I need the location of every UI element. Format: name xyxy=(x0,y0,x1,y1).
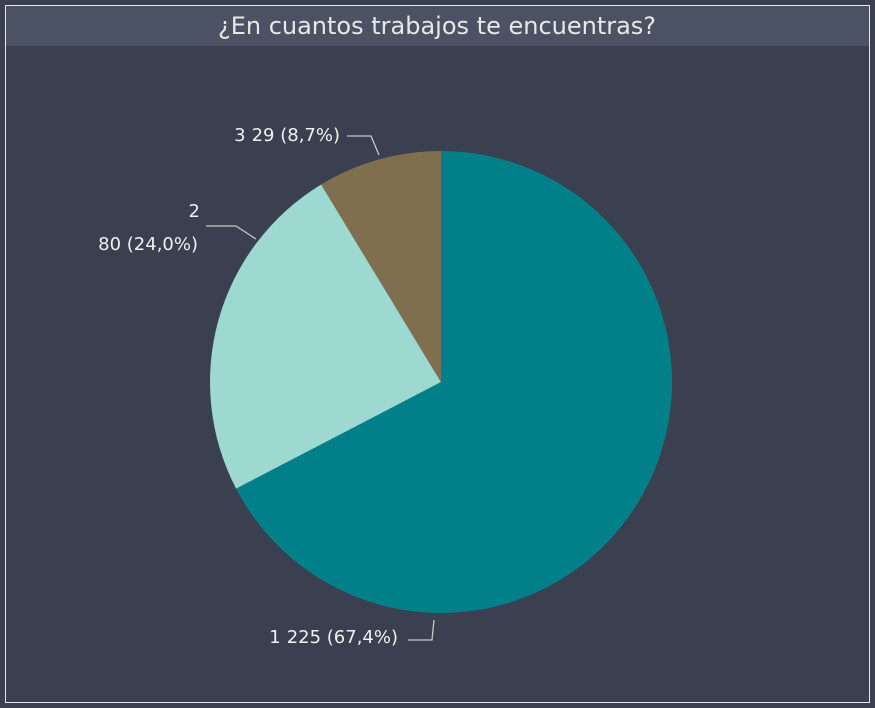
data-label: 1 225 (67,4%) xyxy=(269,627,398,648)
category-label: 2 xyxy=(189,201,200,222)
category-label: 1 xyxy=(269,627,280,648)
chart-title: ¿En cuantos trabajos te encuentras? xyxy=(218,12,656,40)
leader-line xyxy=(347,135,380,156)
value-label: 80 (24,0%) xyxy=(98,234,198,255)
pie-slice xyxy=(236,151,672,613)
leader-line xyxy=(408,619,435,641)
value-label: 29 (8,7%) xyxy=(252,125,340,146)
frame xyxy=(5,5,870,703)
leader-line xyxy=(206,225,257,240)
value-label: 225 (67,4%) xyxy=(287,627,398,648)
category-label: 3 xyxy=(234,125,245,146)
title-bar xyxy=(5,5,870,46)
pie-slice xyxy=(209,184,441,489)
pie-slice xyxy=(321,151,441,382)
data-label: 3 29 (8,7%) xyxy=(234,125,340,146)
